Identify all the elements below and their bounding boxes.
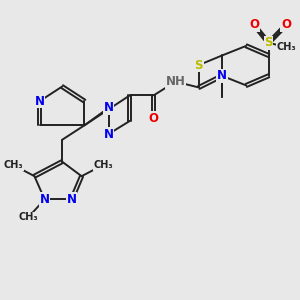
Text: N: N	[67, 193, 77, 206]
Text: CH₃: CH₃	[276, 42, 296, 52]
Text: CH₃: CH₃	[4, 160, 23, 170]
Text: N: N	[217, 69, 227, 82]
Text: N: N	[103, 101, 114, 114]
Text: O: O	[149, 112, 159, 125]
Text: S: S	[264, 37, 273, 50]
Text: N: N	[40, 193, 50, 206]
Text: O: O	[281, 18, 291, 32]
Text: S: S	[195, 58, 203, 72]
Text: CH₃: CH₃	[18, 212, 38, 223]
Text: NH: NH	[166, 75, 185, 88]
Text: N: N	[103, 128, 114, 140]
Text: O: O	[249, 18, 259, 32]
Text: N: N	[35, 94, 45, 108]
Text: CH₃: CH₃	[93, 160, 112, 170]
